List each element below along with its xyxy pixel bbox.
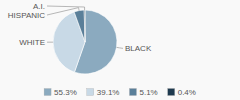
background <box>0 0 240 100</box>
legend-swatch <box>44 89 51 96</box>
legend-item: 55.3% <box>44 88 77 97</box>
legend-swatch <box>87 89 94 96</box>
chart: A.I.HISPANIC WHITE BLACK 55.3% 39.1% 5.1% 0.4% <box>0 0 240 100</box>
slice-label: HISPANIC <box>8 11 45 20</box>
legend-label: 0.4% <box>178 88 196 97</box>
legend-label: 55.3% <box>54 88 77 97</box>
legend-item: 5.1% <box>129 88 157 97</box>
legend-label: 39.1% <box>97 88 120 97</box>
pie-slice <box>84 10 86 42</box>
slices <box>53 10 117 74</box>
slice-labels: A.I.HISPANIC WHITE BLACK <box>8 2 152 53</box>
slice-label: WHITE <box>19 38 45 47</box>
leader-line <box>47 42 53 43</box>
slice-label: A.I. <box>33 2 45 11</box>
leader-line <box>117 47 123 48</box>
leader-line <box>47 8 79 15</box>
slice-label: BLACK <box>125 44 152 53</box>
legend-item: 39.1% <box>87 88 120 97</box>
pie-slice <box>74 10 85 42</box>
legend-swatch <box>129 89 136 96</box>
legend: 55.3% 39.1% 5.1% 0.4% <box>44 88 196 97</box>
legend-swatch <box>168 89 175 96</box>
legend-item: 0.4% <box>168 88 196 97</box>
legend-label: 5.1% <box>139 88 157 97</box>
